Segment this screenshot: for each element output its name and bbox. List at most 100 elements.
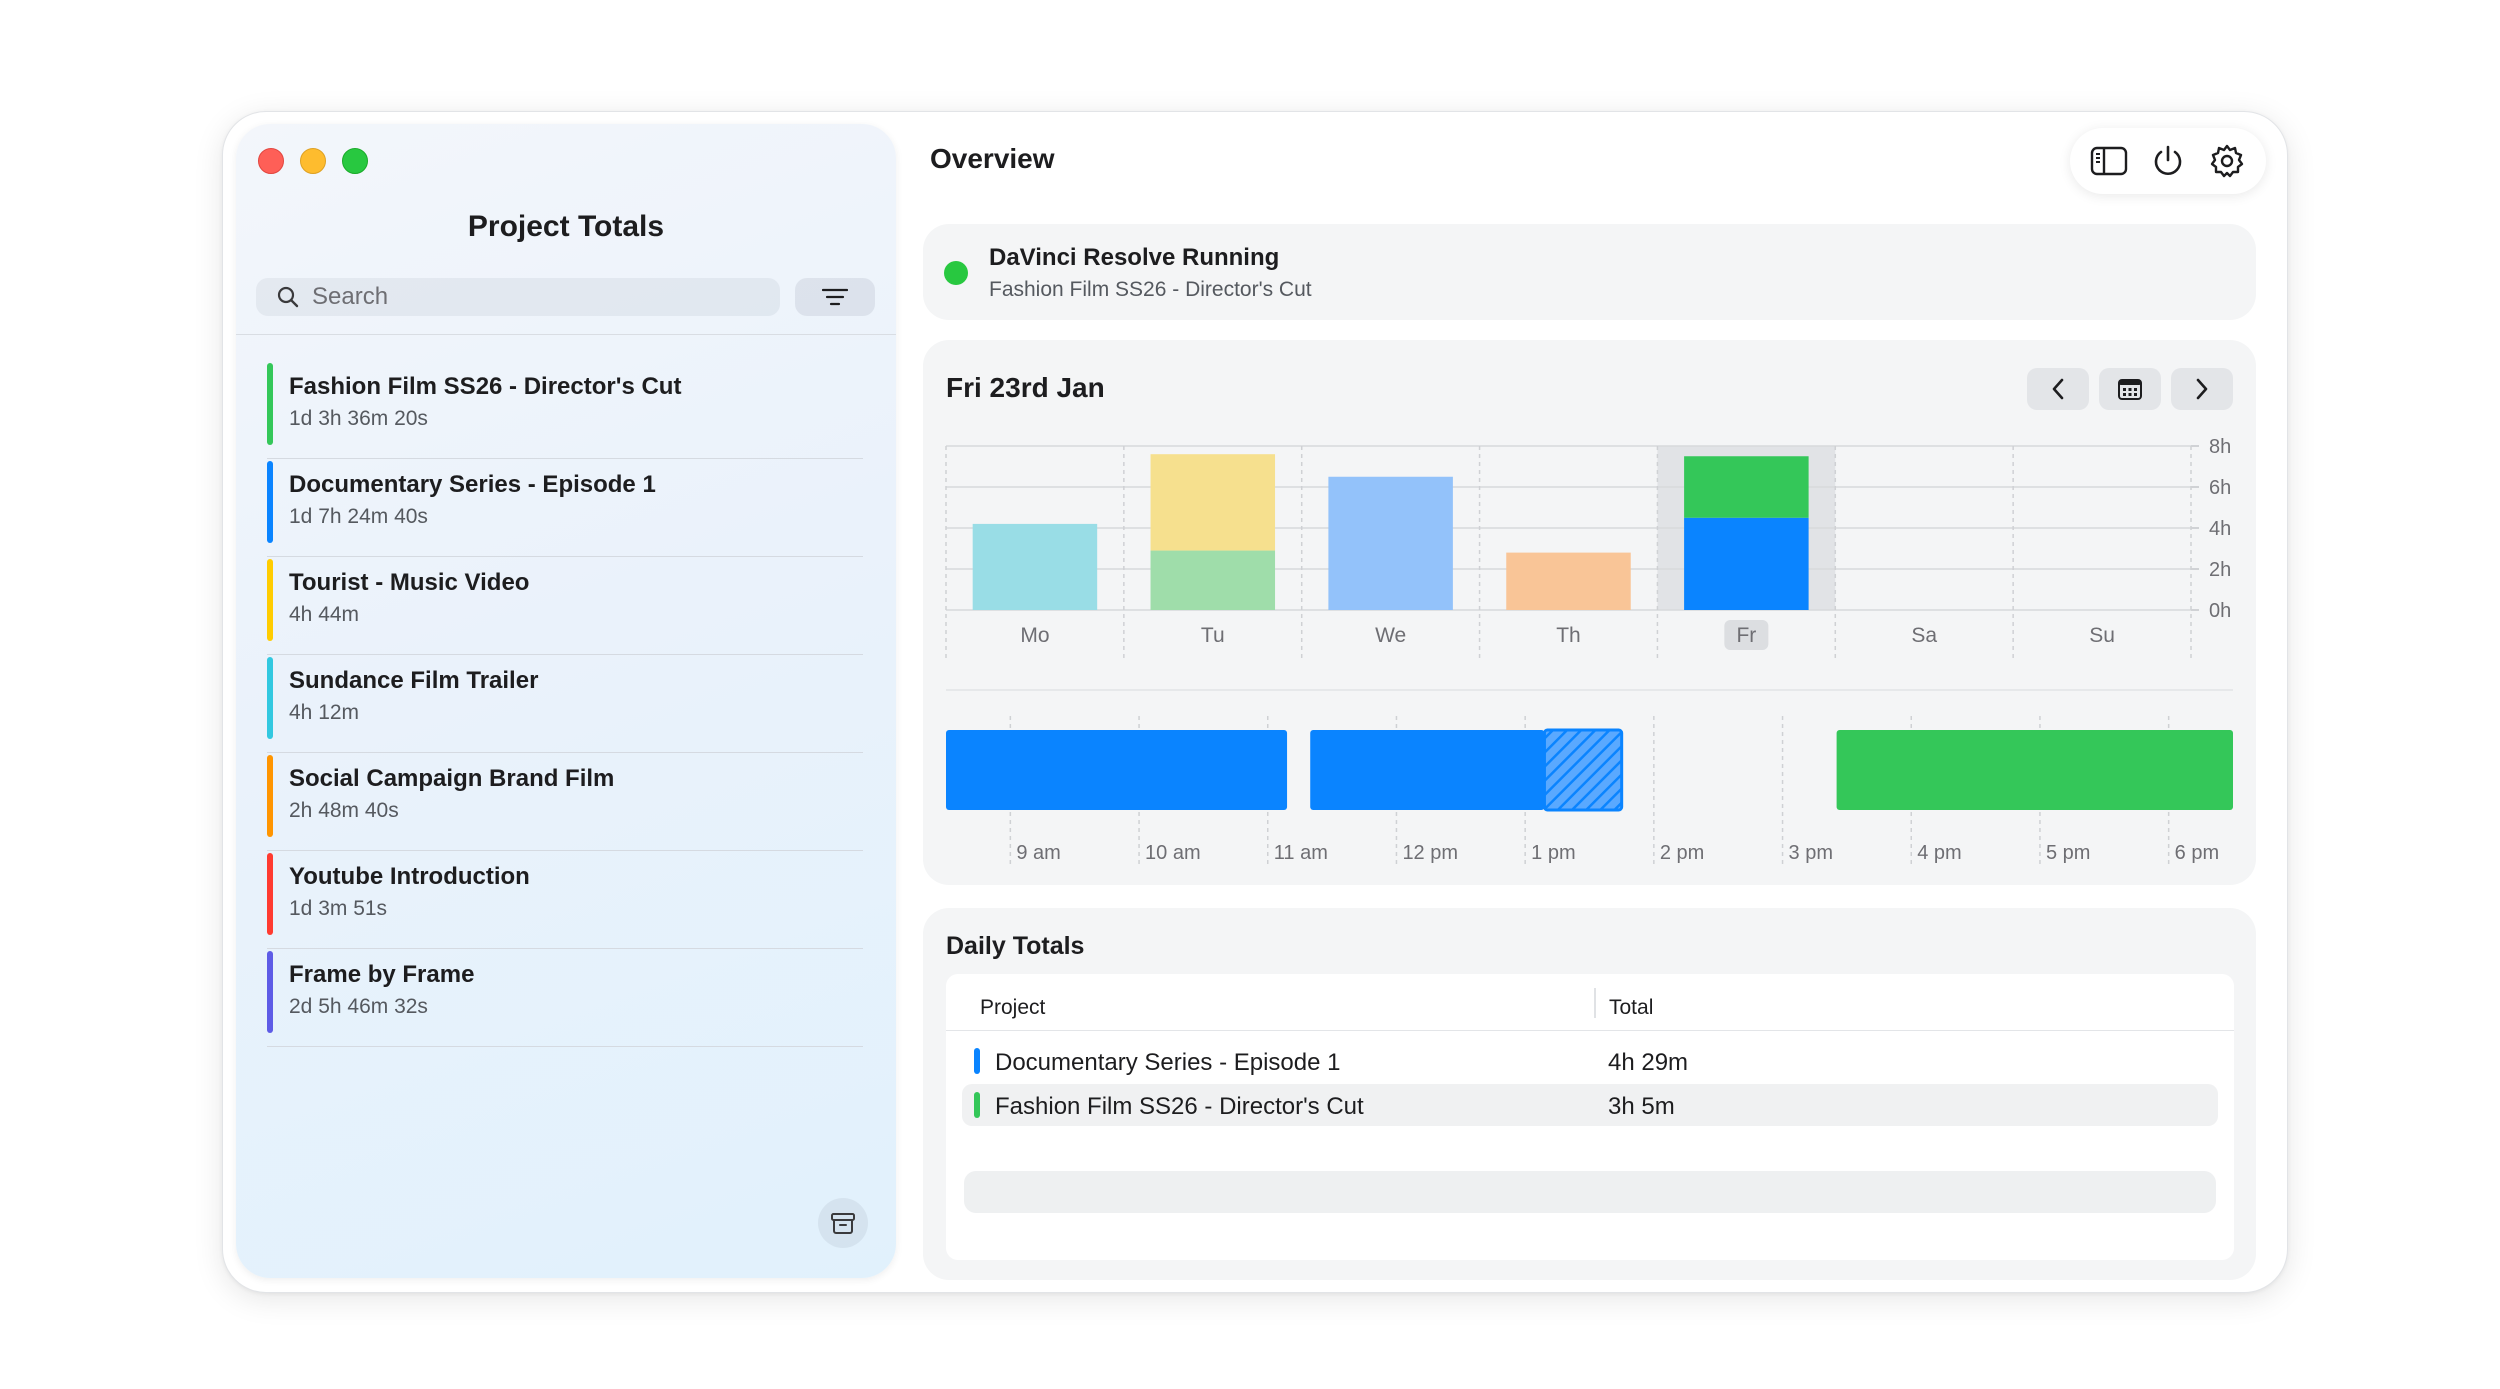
bar-segment xyxy=(1684,456,1809,518)
project-item[interactable]: Social Campaign Brand Film 2h 48m 40s xyxy=(267,753,863,851)
timeline-block-active xyxy=(1542,728,1624,812)
row-project: Fashion Film SS26 - Director's Cut xyxy=(995,1093,1364,1120)
selected-date: Fri 23rd Jan xyxy=(946,372,1105,403)
project-duration: 4h 12m xyxy=(289,701,360,724)
project-item[interactable]: Documentary Series - Episode 1 1d 7h 24m… xyxy=(267,459,863,557)
header-divider xyxy=(946,1030,2234,1031)
timeline-block xyxy=(946,730,1288,810)
sidebar-divider xyxy=(236,334,896,335)
filter-button[interactable] xyxy=(795,278,875,316)
sidebar-toggle-button[interactable] xyxy=(2085,137,2133,185)
project-color-bar xyxy=(267,853,273,935)
bar-segment xyxy=(1328,476,1453,610)
bar-segment xyxy=(1150,454,1276,551)
archive-icon xyxy=(831,1213,855,1234)
page-title: Overview xyxy=(930,143,1055,174)
project-duration: 2h 48m 40s xyxy=(289,799,399,822)
project-duration: 4h 44m xyxy=(289,603,360,626)
window-close-button[interactable] xyxy=(258,148,284,174)
project-item[interactable]: Youtube Introduction 1d 3m 51s xyxy=(267,851,863,949)
x-tick-label: Sa xyxy=(1911,624,1937,647)
project-color-bar xyxy=(267,363,273,445)
next-day-button[interactable] xyxy=(2171,368,2233,410)
time-tick-label: 6 pm xyxy=(2175,842,2219,864)
project-duration: 2d 5h 46m 32s xyxy=(289,995,428,1018)
bar-segment xyxy=(1150,550,1276,610)
time-tick-label: 12 pm xyxy=(1402,842,1458,864)
weekly-chart-card: 0h 2h 4h 6h 8h Mo Tu We Th Fr Sa Su 9 am 10 am 11 am 12… xyxy=(923,340,2256,885)
bar-segment xyxy=(1684,517,1809,610)
project-color-bar xyxy=(267,657,273,739)
project-name: Documentary Series - Episode 1 xyxy=(289,471,656,498)
row-total: 4h 29m xyxy=(1608,1049,1689,1076)
y-tick-label: 8h xyxy=(2209,436,2231,458)
project-item[interactable]: Sundance Film Trailer 4h 12m xyxy=(267,655,863,753)
time-tick-label: 5 pm xyxy=(2046,842,2090,864)
calendar-button[interactable] xyxy=(2099,368,2161,410)
search-input[interactable] xyxy=(312,283,752,311)
y-tick-label: 4h xyxy=(2209,518,2231,540)
window-maximize-button[interactable] xyxy=(342,148,368,174)
project-duration: 1d 3m 51s xyxy=(289,897,388,920)
bar-segment xyxy=(1506,552,1631,610)
time-tick-label: 9 am xyxy=(1016,842,1060,864)
selected-day-badge xyxy=(1724,620,1769,650)
chevron-right-icon xyxy=(2196,378,2208,400)
project-name: Social Campaign Brand Film xyxy=(289,765,615,792)
time-tick-label: 10 am xyxy=(1145,842,1201,864)
timeline-block xyxy=(1836,730,2233,810)
window-minimize-button[interactable] xyxy=(300,148,326,174)
y-tick-label: 2h xyxy=(2209,559,2231,581)
row-project: Documentary Series - Episode 1 xyxy=(995,1049,1341,1076)
project-item[interactable]: Tourist - Music Video 4h 44m xyxy=(267,557,863,655)
gear-icon xyxy=(2210,144,2243,178)
row-color-bar xyxy=(974,1048,980,1074)
column-header-total[interactable]: Total xyxy=(1609,996,1654,1019)
settings-button[interactable] xyxy=(2203,137,2251,185)
x-tick-label: Fr xyxy=(1736,624,1756,647)
sidebar-title: Project Totals xyxy=(467,210,665,243)
running-project-name: Fashion Film SS26 - Director's Cut xyxy=(989,278,1312,301)
sidebar-toggle-icon xyxy=(2091,146,2128,176)
time-tick-label: 2 pm xyxy=(1660,842,1704,864)
search-icon xyxy=(277,286,299,308)
running-app-title: DaVinci Resolve Running xyxy=(989,244,1280,271)
project-color-bar xyxy=(267,461,273,543)
running-status-dot xyxy=(944,261,968,285)
column-divider xyxy=(1594,988,1596,1018)
previous-day-button[interactable] xyxy=(2027,368,2089,410)
time-tick-label: 4 pm xyxy=(1917,842,1961,864)
daily-totals-card: Daily Totals Project Total Documentary S… xyxy=(923,908,2256,1280)
project-name: Frame by Frame xyxy=(289,961,475,988)
calendar-icon xyxy=(2118,379,2142,400)
row-total: 3h 5m xyxy=(1608,1093,1675,1120)
x-tick-label: Th xyxy=(1556,624,1581,647)
x-tick-label: We xyxy=(1375,624,1406,647)
column-header-project[interactable]: Project xyxy=(980,996,1046,1019)
daily-totals-title: Daily Totals xyxy=(946,932,1085,960)
archive-button[interactable] xyxy=(818,1198,868,1248)
time-tick-label: 3 pm xyxy=(1789,842,1833,864)
sidebar: Project Totals Fashion Film SS26 - Direc… xyxy=(236,124,896,1278)
project-color-bar xyxy=(267,559,273,641)
table-row[interactable]: Documentary Series - Episode 1 4h 29m xyxy=(962,1040,2218,1082)
table-row[interactable]: Fashion Film SS26 - Director's Cut 3h 5m xyxy=(962,1084,2218,1126)
power-button[interactable] xyxy=(2144,137,2192,185)
filter-icon xyxy=(822,288,848,306)
project-list: Fashion Film SS26 - Director's Cut 1d 3h… xyxy=(267,361,863,1047)
running-status-card: DaVinci Resolve Running Fashion Film SS2… xyxy=(923,224,2256,320)
x-tick-label: Mo xyxy=(1020,624,1049,647)
daily-totals-table: Project Total Documentary Series - Episo… xyxy=(946,974,2234,1260)
project-item[interactable]: Fashion Film SS26 - Director's Cut 1d 3h… xyxy=(267,361,863,459)
toolbar xyxy=(2070,128,2266,194)
chart-canvas: 0h 2h 4h 6h 8h Mo Tu We Th Fr Sa Su 9 am 10 am 11 am 12… xyxy=(945,436,2233,866)
empty-row-placeholder xyxy=(964,1171,2216,1213)
project-item[interactable]: Frame by Frame 2d 5h 46m 32s xyxy=(267,949,863,1047)
x-tick-label: Su xyxy=(2089,624,2115,647)
bar-segment xyxy=(972,523,1098,610)
project-name: Sundance Film Trailer xyxy=(289,667,539,694)
y-tick-label: 6h xyxy=(2209,477,2231,499)
timeline-block xyxy=(1310,730,1545,810)
search-field[interactable] xyxy=(256,278,780,316)
y-tick-label: 0h xyxy=(2209,600,2231,622)
